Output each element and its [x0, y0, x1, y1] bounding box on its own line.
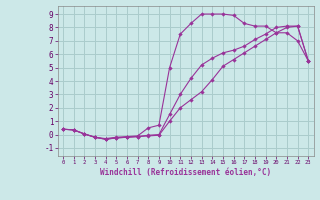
X-axis label: Windchill (Refroidissement éolien,°C): Windchill (Refroidissement éolien,°C): [100, 168, 271, 177]
